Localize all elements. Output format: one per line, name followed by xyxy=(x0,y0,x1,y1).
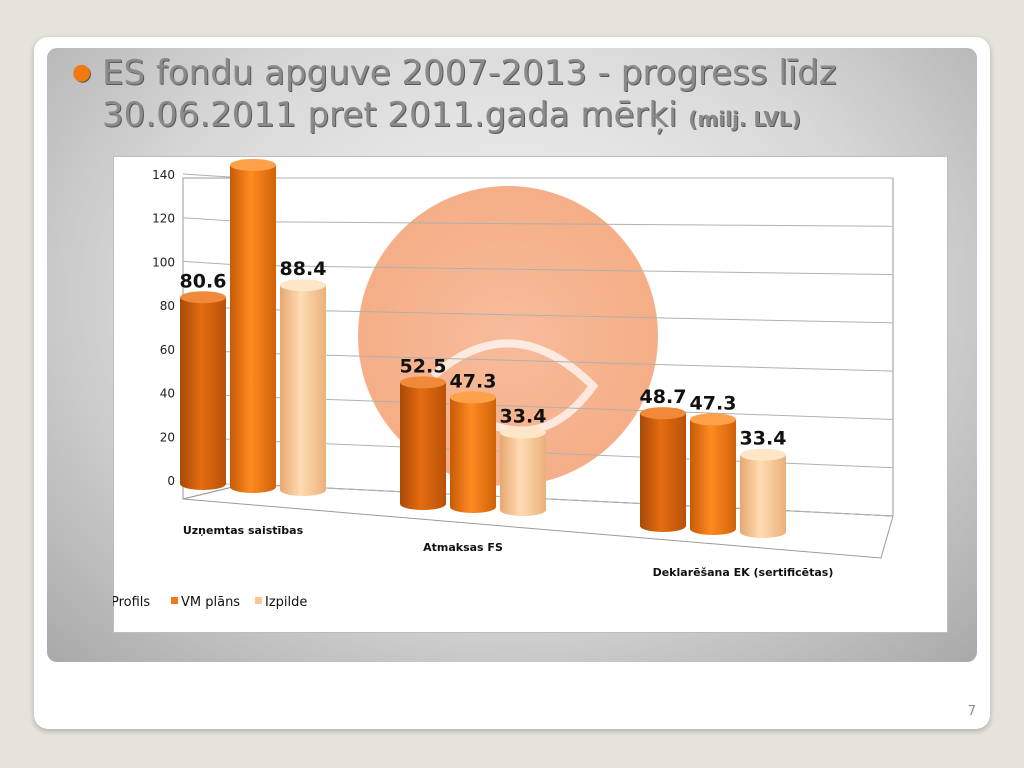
bar-body xyxy=(740,454,786,532)
category-label: Uzņemtas saistības xyxy=(183,524,304,537)
value-label: 47.3 xyxy=(450,370,497,392)
title-line-2: 30.06.2011 pret 2011.gada mērķi (milj. L… xyxy=(72,94,952,140)
value-labels: 80.6139.088.452.547.333.448.747.333.4 xyxy=(180,156,787,450)
legend-label: VM plāns xyxy=(181,595,240,610)
bar-2-1 xyxy=(690,413,736,535)
bar-base xyxy=(230,481,276,493)
bars xyxy=(180,158,786,538)
bar-base xyxy=(400,498,446,510)
category-label: Atmaksas FS xyxy=(423,541,503,554)
gridline xyxy=(244,352,894,372)
bar-base xyxy=(450,501,496,513)
bar-top xyxy=(450,391,496,404)
page-number: 7 xyxy=(967,704,976,719)
y-tick-label: 0 xyxy=(167,474,175,488)
value-label: 52.5 xyxy=(400,355,447,377)
bar-top xyxy=(230,158,276,171)
value-label: 80.6 xyxy=(180,270,227,292)
value-label: 48.7 xyxy=(640,386,687,408)
bar-body xyxy=(450,397,496,507)
bar-top xyxy=(400,376,446,389)
bar-base xyxy=(640,520,686,532)
value-label: 33.4 xyxy=(500,406,547,428)
y-tick-label: 20 xyxy=(160,430,175,444)
bar-body xyxy=(640,413,686,526)
category-label: Deklarēšana EK (sertificētas) xyxy=(653,566,834,579)
legend-swatch xyxy=(255,597,262,604)
bar-body xyxy=(500,432,546,510)
bar-1-2 xyxy=(500,426,546,516)
y-tick-label: 80 xyxy=(160,299,175,313)
y-tick-label: 40 xyxy=(160,387,175,401)
y-tick-label: 140 xyxy=(152,168,175,182)
gridline xyxy=(244,264,894,276)
bar-top xyxy=(690,413,736,426)
bar-1-0 xyxy=(400,376,446,510)
bar-top xyxy=(280,279,326,292)
legend-label: Profils xyxy=(113,595,150,610)
bar-0-2 xyxy=(280,279,326,496)
bar-body xyxy=(690,419,736,529)
legend-item-1: VM plāns xyxy=(171,595,240,610)
value-label: 139.0 xyxy=(223,156,283,160)
bar-top xyxy=(640,407,686,420)
bar-base xyxy=(280,484,326,496)
gridline xyxy=(244,396,894,420)
gridline xyxy=(244,221,894,227)
bar-1-1 xyxy=(450,391,496,513)
bar-0-0 xyxy=(180,291,226,490)
value-label: 47.3 xyxy=(690,392,737,414)
bar-base xyxy=(740,526,786,538)
legend-swatch xyxy=(171,597,178,604)
bar-base xyxy=(180,478,226,490)
y-tick-label: 100 xyxy=(152,255,175,269)
value-label: 33.4 xyxy=(740,428,787,450)
bar-body xyxy=(400,382,446,504)
bar-2-0 xyxy=(640,407,686,532)
title-line-2-text: 30.06.2011 pret 2011.gada mērķi xyxy=(102,95,689,135)
title-line-1: ES fondu apguve 2007-2013 - progress līd… xyxy=(102,53,837,93)
bar-0-1 xyxy=(230,158,276,493)
legend-label: Izpilde xyxy=(265,595,307,610)
legend: Profils VM plāns Izpilde xyxy=(113,595,307,610)
gridline xyxy=(244,308,894,324)
y-tick-label: 60 xyxy=(160,343,175,357)
category-labels: Uzņemtas saistības Atmaksas FS Deklarēšana… xyxy=(183,524,834,579)
bar-body xyxy=(230,164,276,488)
bar-base xyxy=(690,523,736,535)
value-label: 88.4 xyxy=(280,258,327,280)
title-unit: (milj. LVL) xyxy=(688,107,801,131)
legend-item-2: Izpilde xyxy=(255,595,307,610)
bar-body xyxy=(180,297,226,484)
y-axis: 0 20 40 60 80 100 120 140 xyxy=(152,168,175,488)
bullet-icon: ● xyxy=(72,60,92,85)
bar-top xyxy=(740,448,786,461)
y-tick-label: 120 xyxy=(152,212,175,226)
slide-title: ● ES fondu apguve 2007-2013 - progress l… xyxy=(72,52,952,140)
bar-top xyxy=(180,291,226,304)
gridline xyxy=(244,483,894,517)
bar-top xyxy=(500,426,546,439)
legend-item-0: Profils xyxy=(113,595,150,610)
bar-base xyxy=(500,504,546,516)
bar-body xyxy=(280,285,326,490)
bar-2-2 xyxy=(740,448,786,538)
